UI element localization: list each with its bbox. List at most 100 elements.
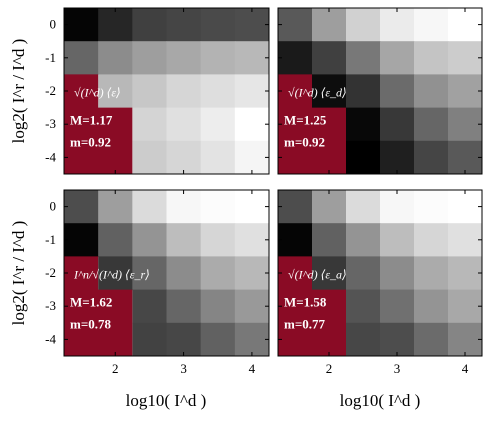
masked-region <box>278 74 346 174</box>
heatmap-cell <box>448 289 483 324</box>
heatmap-cell <box>346 107 381 142</box>
x-axis-label-right: log10( I^d ) <box>340 391 421 410</box>
heatmap-cell <box>166 223 202 257</box>
heatmap-cell <box>132 322 167 357</box>
x-tick-label: 2 <box>326 361 333 376</box>
heatmap-cell <box>200 8 236 42</box>
heatmap-cell <box>132 8 167 42</box>
heatmap-cell <box>98 74 133 109</box>
heatmap-cell <box>346 223 381 257</box>
heatmap-cell <box>346 74 381 109</box>
heatmap-cell <box>132 190 167 224</box>
heatmap-cell <box>312 190 347 224</box>
heatmap-cell <box>414 223 449 257</box>
heatmap-cell <box>312 41 347 75</box>
heatmap-cell <box>346 190 381 224</box>
heatmap-cell <box>380 322 415 357</box>
heatmap-cell <box>200 289 236 324</box>
heatmap-cell <box>234 322 270 357</box>
heatmap-cell <box>448 190 483 224</box>
heatmap-cell <box>64 223 99 257</box>
heatmap-cell <box>64 41 99 75</box>
panel-formula: √(I^d) ⟨ε_a⟩ <box>288 267 347 281</box>
heatmap-cell <box>132 74 167 109</box>
heatmap-cell <box>414 107 449 142</box>
y-tick-label: 0 <box>50 199 57 214</box>
heatmap-cell <box>200 140 236 175</box>
x-axis-label-left: log10( I^d ) <box>126 391 207 410</box>
heatmap-cell <box>234 41 270 75</box>
heatmap-cell <box>98 190 133 224</box>
heatmap-cell <box>380 223 415 257</box>
panel-min-stat: m=0.77 <box>284 316 325 331</box>
heatmap-cell <box>132 289 167 324</box>
heatmap-panel-top-right: √(I^d) ⟨ε_d⟩ M=1.25 m=0.92 <box>277 7 483 175</box>
heatmap-cell <box>166 8 202 42</box>
heatmap-cell <box>200 41 236 75</box>
heatmap-cell <box>234 8 270 42</box>
masked-region <box>64 74 133 174</box>
heatmap-cell <box>166 289 202 324</box>
heatmap-cell <box>380 289 415 324</box>
heatmap-cell <box>346 322 381 357</box>
y-tick-label: -3 <box>45 298 56 313</box>
heatmap-cell <box>380 8 415 42</box>
y-tick-label: -1 <box>45 50 56 65</box>
heatmap-cell <box>132 223 167 257</box>
x-tick-label: 4 <box>249 361 256 376</box>
heatmap-cell <box>448 8 483 42</box>
heatmap-cell <box>414 190 449 224</box>
heatmap-cell <box>380 190 415 224</box>
heatmap-cell <box>312 8 347 42</box>
heatmap-cell <box>278 223 313 257</box>
heatmap-cell <box>380 107 415 142</box>
heatmap-cell <box>380 140 415 175</box>
masked-region <box>278 256 346 356</box>
heatmap-cell <box>312 74 347 109</box>
heatmap-cell <box>132 41 167 75</box>
heatmap-cell <box>200 107 236 142</box>
heatmap-cell <box>448 107 483 142</box>
heatmap-cell <box>312 223 347 257</box>
heatmap-cell <box>166 41 202 75</box>
heatmap-cell <box>98 223 133 257</box>
y-tick-label: -1 <box>45 232 56 247</box>
heatmap-cell <box>200 74 236 109</box>
x-tick-label: 4 <box>462 361 469 376</box>
panel-min-stat: m=0.78 <box>70 316 111 331</box>
heatmap-cell <box>98 256 133 291</box>
heatmap-cell <box>98 41 133 75</box>
heatmap-cell <box>380 74 415 109</box>
heatmap-cell <box>448 140 483 175</box>
heatmap-cell <box>346 41 381 75</box>
heatmap-panel-top-left: √(I^d) ⟨ε⟩ M=1.17 m=0.92 0 -1 -2 -3 -4 <box>45 7 270 175</box>
heatmap-cell <box>98 8 133 42</box>
heatmap-cell <box>64 8 99 42</box>
heatmap-cell <box>166 140 202 175</box>
y-axis-label-top: log2( I^r / I^d ) <box>9 39 28 144</box>
panel-formula: √(I^d) ⟨ε_d⟩ <box>288 85 347 99</box>
heatmap-cell <box>414 322 449 357</box>
heatmap-cell <box>200 256 236 291</box>
heatmap-cell <box>234 256 270 291</box>
heatmap-cell <box>346 8 381 42</box>
panel-max-stat: M=1.17 <box>70 112 113 127</box>
heatmap-cell <box>166 190 202 224</box>
heatmap-cell <box>448 74 483 109</box>
heatmap-cell <box>278 8 313 42</box>
heatmap-cell <box>346 140 381 175</box>
y-axis-label-bottom: log2( I^r / I^d ) <box>9 221 28 326</box>
heatmap-cell <box>448 322 483 357</box>
y-tick-label: 0 <box>50 17 57 32</box>
heatmap-cell <box>234 74 270 109</box>
panel-formula: I^n/√(I^d) ⟨ε_r⟩ <box>73 267 150 281</box>
heatmap-cell <box>132 107 167 142</box>
panel-min-stat: m=0.92 <box>284 134 325 149</box>
heatmap-cell <box>166 74 202 109</box>
heatmap-cell <box>234 190 270 224</box>
heatmap-cell <box>200 223 236 257</box>
heatmap-cell <box>380 256 415 291</box>
masked-region <box>64 256 133 356</box>
heatmap-cell <box>346 289 381 324</box>
